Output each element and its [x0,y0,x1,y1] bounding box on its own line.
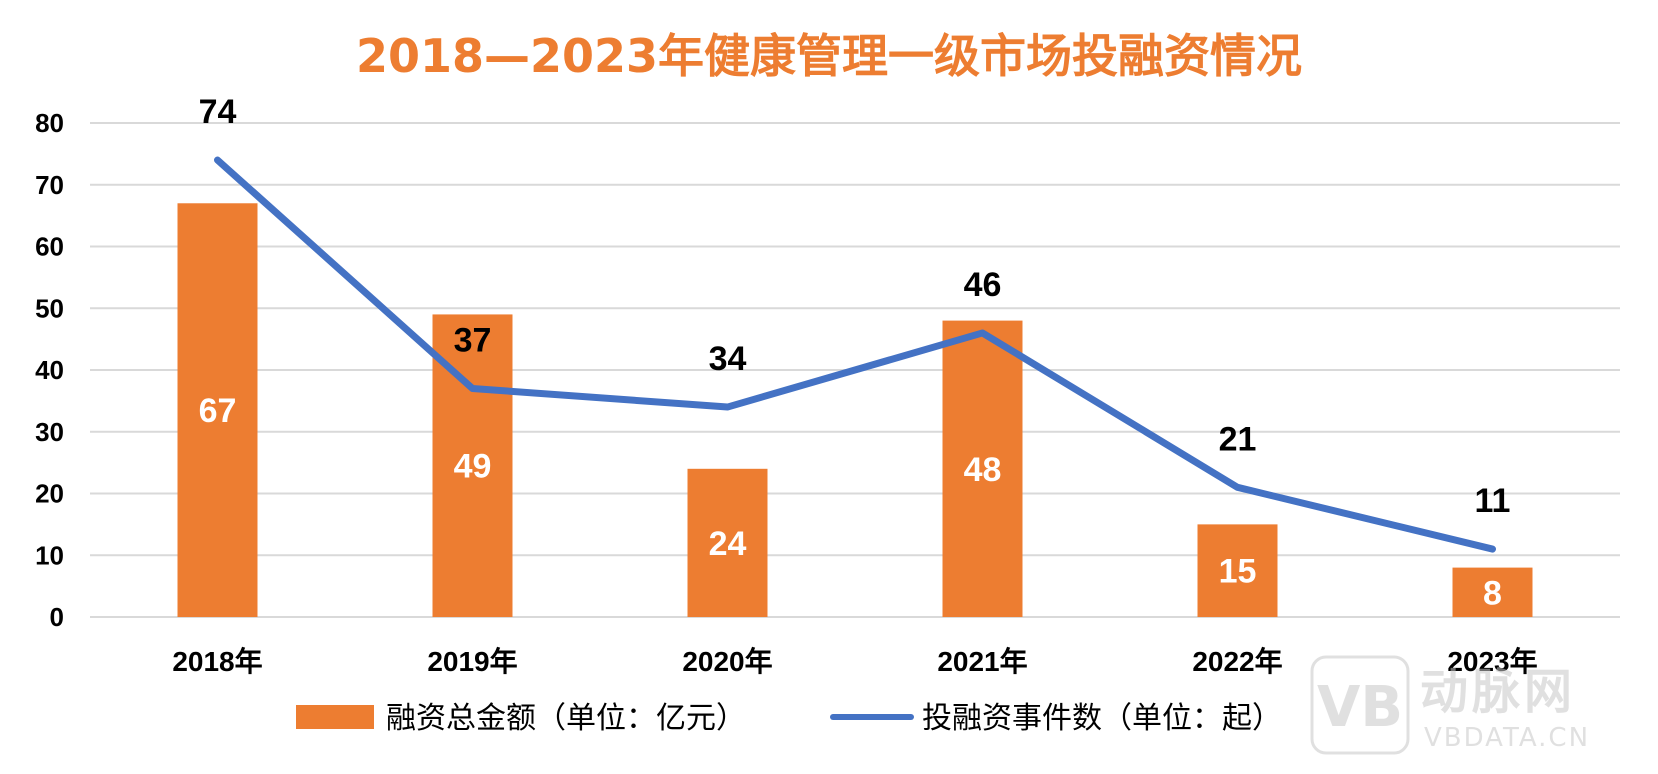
line-value-label: 21 [1219,420,1257,458]
y-tick-label: 80 [35,108,64,138]
line-value-label: 74 [199,93,237,131]
line-point [469,385,476,392]
line-point [1489,546,1496,553]
y-tick-label: 10 [35,540,64,570]
x-tick-label: 2019年 [427,645,517,677]
x-tick-label: 2020年 [682,645,772,677]
legend-line-label: 投融资事件数（单位：起） [922,701,1282,736]
x-tick-label: 2021年 [937,645,1027,677]
bar-value-label: 48 [964,451,1002,489]
y-tick-label: 70 [35,170,64,200]
watermark: VB 动脉网 VBDATA.CN [1310,655,1590,755]
chart-title: 2018—2023年健康管理一级市场投融资情况 [356,29,1302,83]
bar-series: 67 49 24 48 15 8 [177,203,1533,617]
y-tick-label: 30 [35,417,64,447]
line-point [1234,484,1241,491]
watermark-logo-letters: VB [1317,675,1403,740]
bar [1197,524,1278,617]
y-tick-label: 0 [50,602,64,632]
x-tick-label: 2018年 [172,645,262,677]
x-tick-label: 2023年 [1447,645,1537,677]
bar-value-label: 67 [199,392,237,430]
y-tick-label: 50 [35,293,64,323]
line-value-label: 11 [1475,482,1511,520]
bar [1452,567,1533,617]
bar-value-label: 24 [709,525,747,563]
bar-value-label: 8 [1483,574,1502,612]
line-value-label: 37 [454,322,492,360]
y-tick-label: 40 [35,355,64,385]
line-point [979,329,986,336]
bar [942,320,1023,617]
line-point [214,157,221,164]
watermark-site: VBDATA.CN [1424,723,1590,753]
y-axis-ticks: 0 10 20 30 40 50 60 70 80 [35,108,64,632]
line-point [724,404,731,411]
bar-value-label: 49 [454,448,492,486]
legend-bar-label: 融资总金额（单位：亿元） [386,701,746,736]
bar [177,203,258,617]
line-series: 74 37 34 46 21 11 [199,93,1511,553]
watermark-brand: 动脉网 [1420,664,1576,720]
line-value-label: 34 [709,340,747,378]
bar-value-label: 15 [1219,553,1257,591]
series-line [214,156,1496,553]
legend: 融资总金额（单位：亿元） 投融资事件数（单位：起） [296,701,1282,736]
y-tick-label: 20 [35,479,64,509]
y-tick-label: 60 [35,232,64,262]
bar [687,468,768,617]
watermark-logo-frame [1310,655,1410,755]
x-axis-ticks: 2018年 2019年 2020年 2021年 2022年 2023年 [172,645,1537,677]
legend-bar-swatch [296,705,374,729]
line-value-label: 46 [964,266,1002,304]
x-tick-label: 2022年 [1192,645,1282,677]
